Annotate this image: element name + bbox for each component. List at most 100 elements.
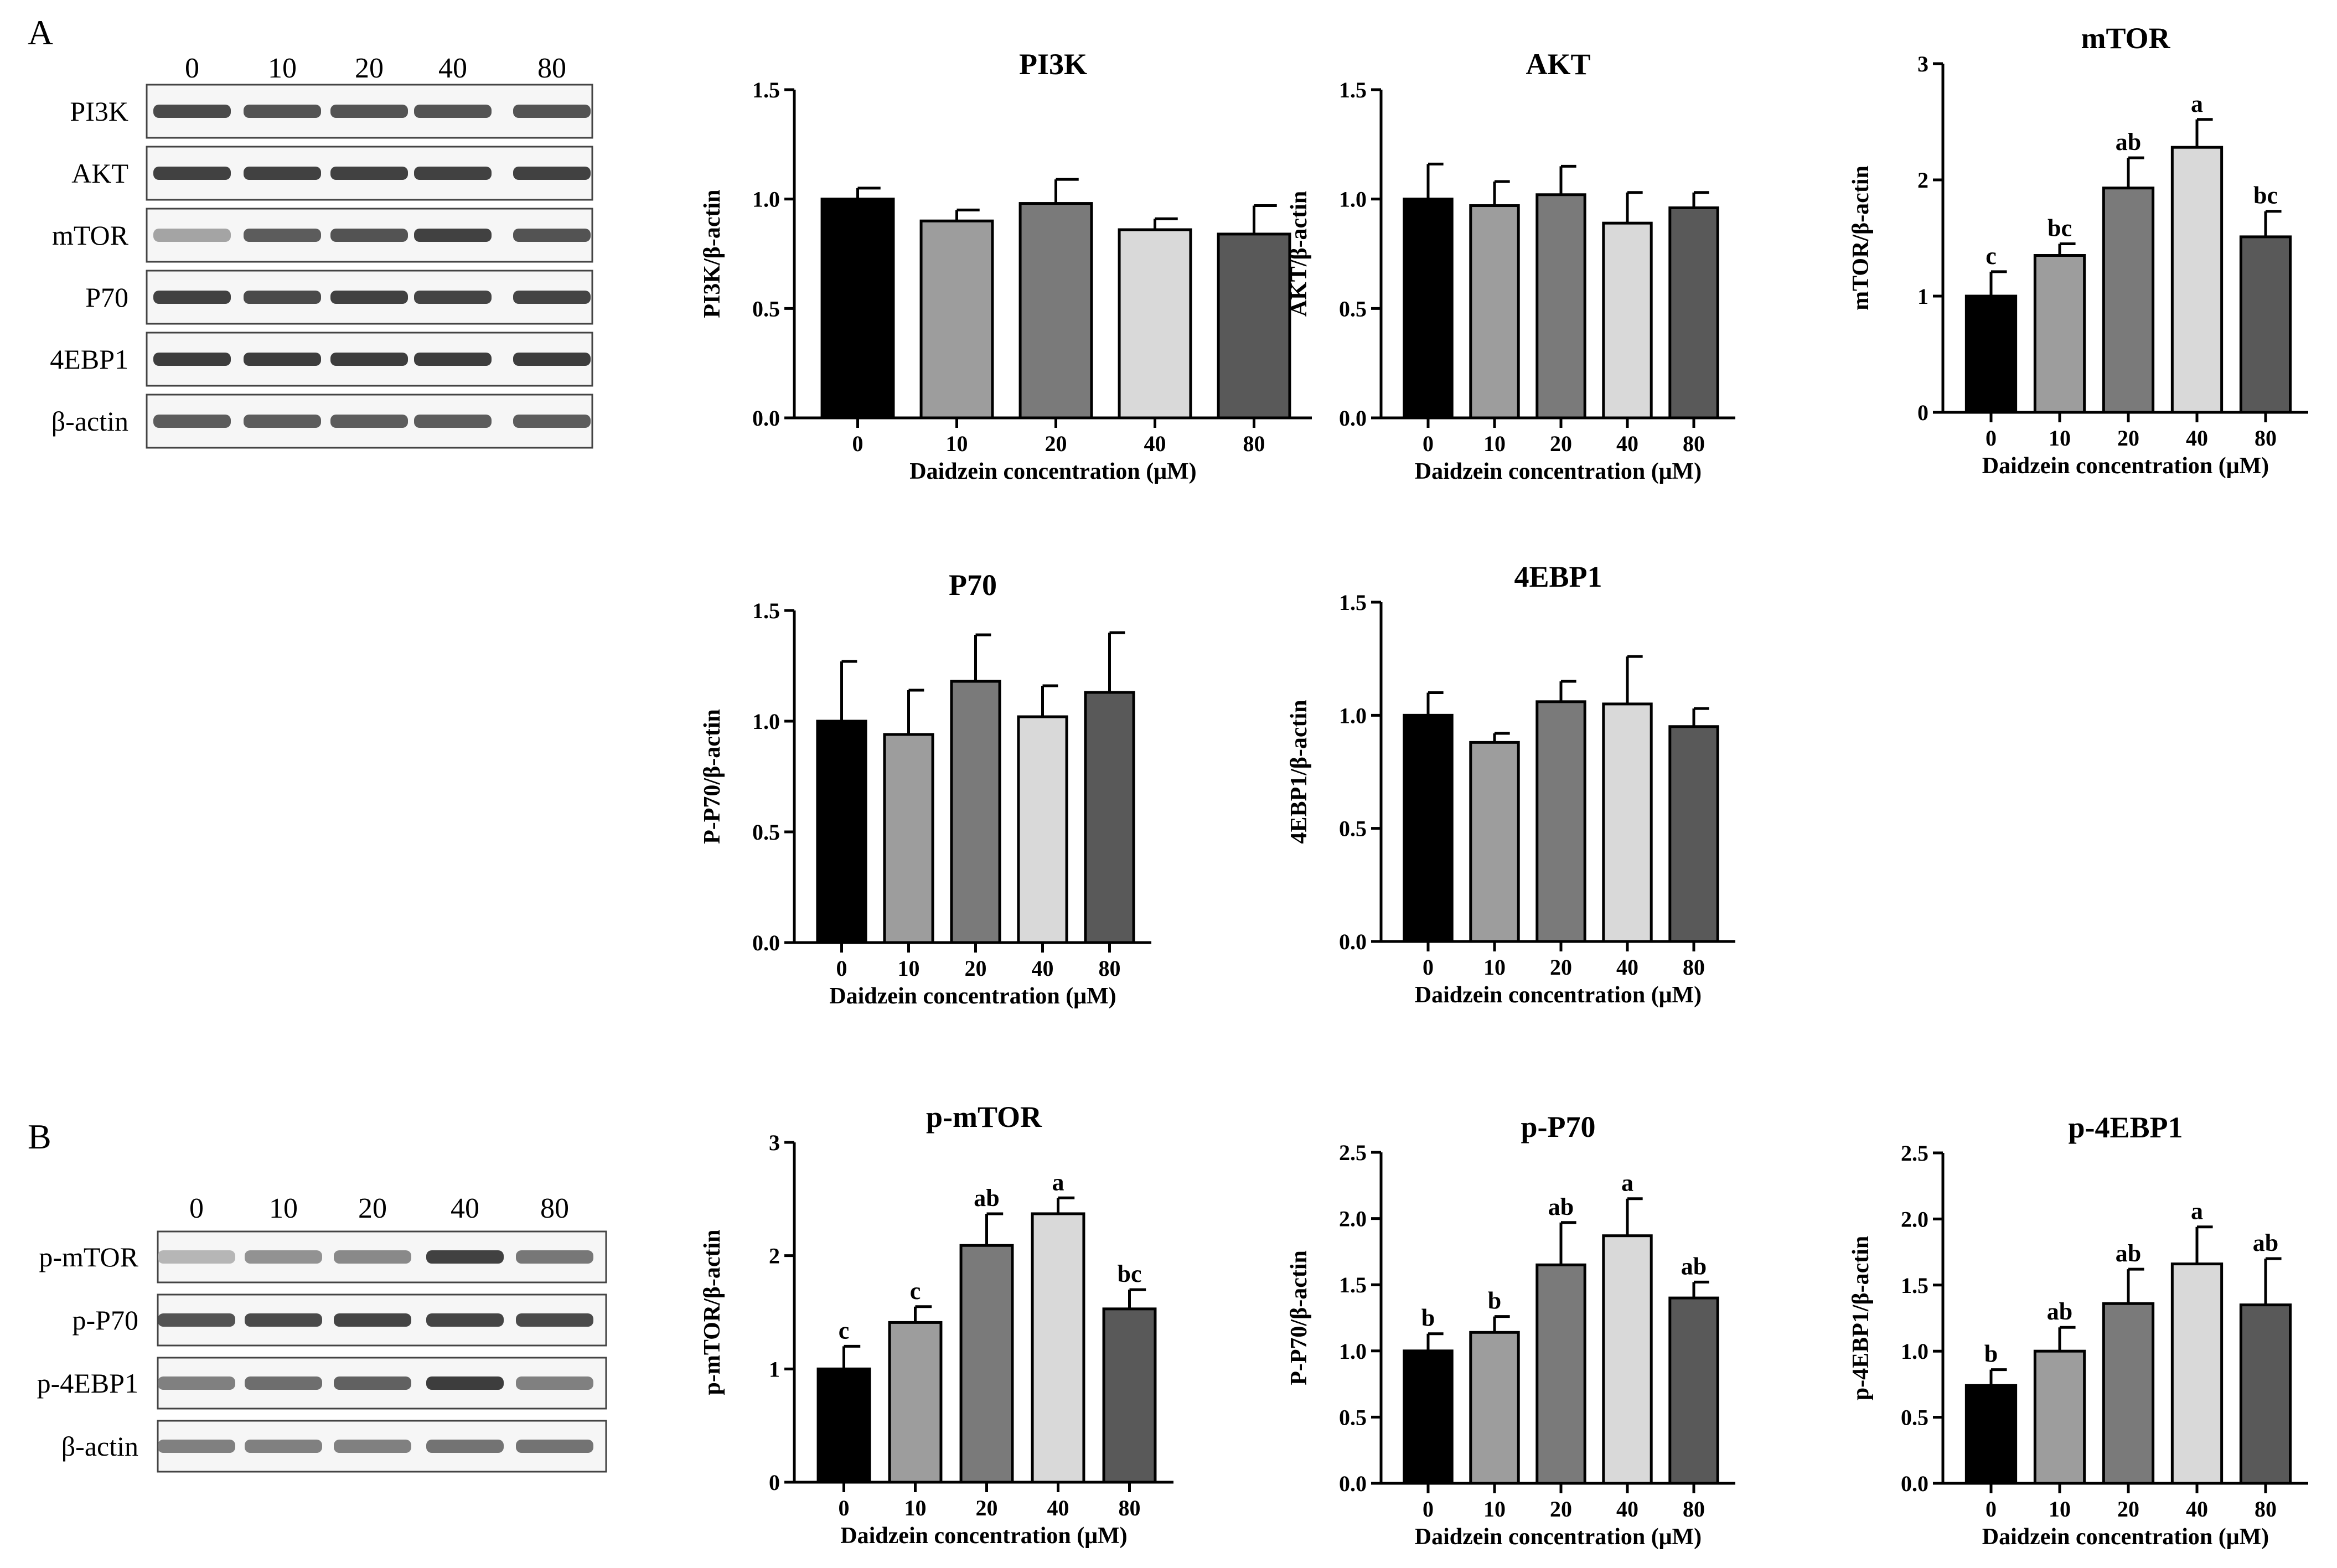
y-tick-label: 1.0 <box>1339 703 1367 728</box>
x-axis-title: Daidzein concentration (μM) <box>829 984 1116 1009</box>
blot-band <box>244 353 321 366</box>
blot-band <box>244 415 321 428</box>
lane-label: 10 <box>269 1193 298 1224</box>
significance-label: ab <box>974 1184 999 1212</box>
blot-band <box>158 1376 235 1390</box>
x-tick-label: 10 <box>1483 955 1506 980</box>
y-tick-label: 1.0 <box>752 709 780 734</box>
blot-band <box>513 415 591 428</box>
blot-band <box>516 1250 593 1264</box>
blot-band <box>245 1250 322 1264</box>
bar-10 <box>919 219 994 420</box>
y-tick-label: 0.0 <box>1339 929 1367 954</box>
lane-label: 10 <box>268 53 297 84</box>
y-tick-label: 1.5 <box>752 598 780 623</box>
bar-20 <box>1535 700 1586 943</box>
western-blot-a: 0 10 20 40 80 PI3K AKT mTOR P70 4EBP1 β-actin <box>50 53 593 449</box>
bar-0 <box>1403 1349 1454 1485</box>
chart-title: mTOR <box>2081 22 2170 55</box>
bar-0 <box>820 198 895 420</box>
x-tick-label: 80 <box>1683 955 1705 980</box>
bar-20 <box>2102 187 2155 414</box>
chart-title: p-mTOR <box>926 1100 1042 1134</box>
blot-band <box>414 353 492 366</box>
bar-40 <box>1031 1212 1085 1484</box>
bar-80 <box>2239 1303 2292 1485</box>
significance-label: bc <box>2048 215 2072 242</box>
y-tick-label: 0 <box>769 1470 780 1495</box>
blot-band <box>516 1440 593 1453</box>
x-axis-title: Daidzein concentration (μM) <box>840 1523 1127 1549</box>
chart-4ebp1: 4EBP1 0.0 0.5 1.0 1.5 4EBP1/β-actin 0 10 20 40 80D… <box>1286 560 1735 1008</box>
x-axis-title: Daidzein concentration (μM) <box>1982 453 2269 479</box>
x-tick-label: 20 <box>1045 431 1067 456</box>
bar-80 <box>1217 232 1291 420</box>
blot-band <box>244 291 321 304</box>
bar-40 <box>1602 1234 1653 1485</box>
y-tick-label: 0.5 <box>1339 296 1367 321</box>
blot-band <box>330 229 408 242</box>
y-axis-title: p-4EBP1/β-actin <box>1848 1236 1874 1400</box>
significance-label: bc <box>2253 182 2278 209</box>
y-tick-label: 1.5 <box>1339 77 1367 102</box>
bar-0 <box>1403 713 1454 943</box>
bar-20 <box>1535 1263 1586 1485</box>
x-tick-label: 20 <box>976 1495 998 1520</box>
x-tick-label: 40 <box>2186 1497 2208 1522</box>
y-tick-label: 1.0 <box>752 187 780 212</box>
significance-label: bc <box>1118 1260 1142 1287</box>
lane-label: 20 <box>355 53 384 84</box>
lane-label: 40 <box>438 53 467 84</box>
bar-0 <box>816 720 867 944</box>
chart-title: p-4EBP1 <box>2068 1111 2183 1144</box>
y-axis-title: mTOR/β-actin <box>1848 165 1874 311</box>
lane-label: 20 <box>358 1193 387 1224</box>
x-tick-label: 10 <box>2049 426 2071 451</box>
significance-label: ab <box>2116 128 2141 156</box>
blot-band <box>158 1313 235 1327</box>
bar-80 <box>2239 235 2292 414</box>
blot-row-label: mTOR <box>52 220 129 251</box>
lane-label: 40 <box>451 1193 479 1224</box>
x-tick-label: 80 <box>1683 1497 1705 1522</box>
bar-40 <box>2170 1262 2224 1485</box>
x-tick-label: 0 <box>1423 1497 1434 1522</box>
x-tick-label: 80 <box>1243 431 1265 456</box>
x-tick-label: 20 <box>1550 955 1572 980</box>
blot-band <box>158 1250 235 1264</box>
significance-label: c <box>910 1277 921 1305</box>
blot-band <box>153 105 231 118</box>
blot-band <box>513 229 591 242</box>
bar-0 <box>1964 1384 2018 1485</box>
y-tick-label: 0.5 <box>752 296 780 321</box>
x-axis-title: Daidzein concentration (μM) <box>1415 459 1702 484</box>
blot-band <box>414 105 492 118</box>
x-tick-label: 20 <box>965 956 987 981</box>
x-axis-title: Daidzein concentration (μM) <box>1982 1524 2269 1550</box>
y-tick-label: 2.0 <box>1339 1207 1367 1231</box>
significance-label: ab <box>1681 1253 1707 1280</box>
x-tick-label: 0 <box>1423 431 1434 456</box>
x-tick-label: 80 <box>2255 1497 2277 1522</box>
blot-band <box>334 1250 411 1264</box>
chart-p-p70: p-P70 0.0 0.5 1.0 1.5 2.0 2.5 P-P70/β-actin b 0 b 1… <box>1286 1110 1735 1550</box>
chart-p70: P70 0.0 0.5 1.0 1.5 P-P70/β-actin 0 10 20 40 80 Dai… <box>700 568 1151 1009</box>
y-tick-label: 3 <box>769 1130 780 1155</box>
bar-40 <box>1017 715 1068 944</box>
significance-label: a <box>1052 1168 1064 1196</box>
x-tick-label: 10 <box>2049 1497 2071 1522</box>
significance-label: b <box>1488 1287 1501 1315</box>
y-tick-label: 0.5 <box>1901 1405 1928 1430</box>
bar-10 <box>888 1321 943 1484</box>
blot-band <box>426 1376 504 1390</box>
x-tick-label: 0 <box>1986 426 1997 451</box>
blot-row-label: PI3K <box>70 96 128 127</box>
x-tick-label: 40 <box>2186 426 2208 451</box>
blot-band <box>334 1313 411 1327</box>
y-axis-title: PI3K/β-actin <box>700 189 725 318</box>
blot-band <box>158 1440 235 1453</box>
blot-band <box>244 229 321 242</box>
blot-row-label: P70 <box>85 282 128 313</box>
blot-band <box>426 1250 504 1264</box>
